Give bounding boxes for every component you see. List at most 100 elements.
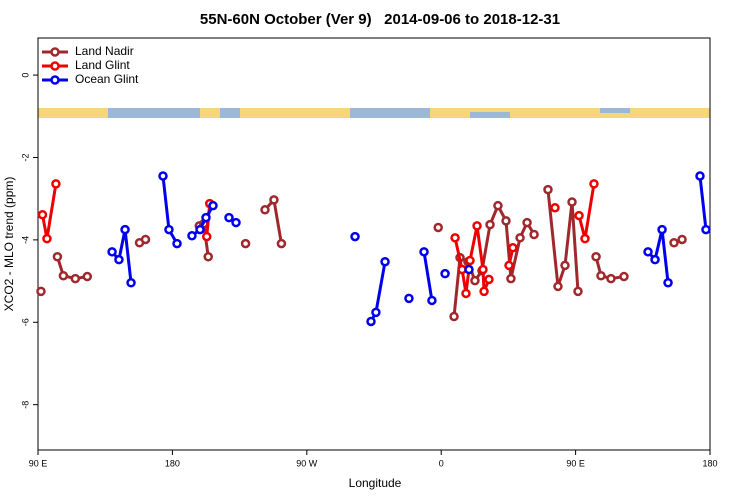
point [677,234,687,245]
point [107,247,117,257]
point [478,264,488,275]
point [589,179,599,189]
point [42,233,52,244]
y-tick-label: 0 [20,73,30,78]
x-tick-label: 180 [165,458,180,468]
point [695,171,705,181]
y-tick-label: -6 [20,318,30,326]
point [158,171,168,181]
point [450,233,460,243]
legend-label: Ocean Glint [75,72,139,86]
point [470,275,480,286]
point [553,281,563,292]
y-tick-label: -8 [20,401,30,409]
point [366,316,376,327]
point [485,219,495,230]
point [501,216,511,226]
point [619,271,629,282]
point [433,222,443,233]
point [51,179,61,189]
y-tick-label: -2 [20,153,30,161]
point [508,242,518,253]
plot-frame [37,37,711,451]
point [208,200,218,211]
point [380,256,390,267]
point [596,270,606,281]
point [461,288,471,299]
legend-label: Land Nadir [75,44,134,58]
point [449,311,459,322]
point [240,238,251,249]
point [164,224,174,235]
legend-marker [50,61,60,71]
point [472,221,482,231]
point [427,295,437,306]
point [663,277,673,288]
map-strip [38,108,710,118]
point [201,231,212,242]
legend-marker [50,75,60,85]
point [58,270,69,281]
point [120,224,130,235]
point [543,184,553,195]
point [187,231,197,241]
point [231,217,241,228]
point [701,224,711,235]
point [493,200,503,211]
point [606,273,616,284]
y-axis-label: XCO2 - MLO trend (ppm) [2,177,16,312]
point [522,217,532,228]
point [404,293,414,304]
point [70,273,81,284]
point [52,252,63,262]
x-tick-label: 90 E [29,458,48,468]
point [465,255,475,266]
point [567,197,577,207]
point [560,260,570,271]
point [126,277,136,288]
point [529,229,539,240]
point [350,231,360,242]
point [114,254,124,265]
point [37,209,48,220]
point [650,254,660,265]
point [464,264,474,275]
point [140,234,151,245]
point [201,212,211,223]
legend-marker [50,47,60,57]
point [643,247,653,257]
point [269,195,279,205]
point [574,210,584,221]
point [195,224,205,235]
point [591,252,601,262]
x-tick-label: 90 W [296,458,318,468]
point [82,271,93,282]
point [657,224,667,235]
point [371,307,381,318]
point [36,286,46,297]
series-line [55,189,683,317]
point [440,268,450,279]
point [479,286,489,297]
point [484,274,494,285]
point [550,202,560,213]
x-tick-label: 180 [702,458,717,468]
legend-label: Land Glint [75,58,130,72]
point [172,238,182,249]
point [419,247,429,257]
point [504,260,514,271]
point [573,286,583,297]
x-tick-label: 0 [439,458,444,468]
point [669,238,679,248]
point [276,238,287,249]
point [506,273,516,284]
point [260,205,270,215]
point [580,233,590,244]
x-axis-label: Longitude [349,476,402,490]
point [515,233,525,243]
chart-title: 55N-60N October (Ver 9) 2014-09-06 to 20… [200,11,560,28]
point [224,212,234,223]
y-tick-label: -4 [20,236,30,244]
point [203,252,213,262]
